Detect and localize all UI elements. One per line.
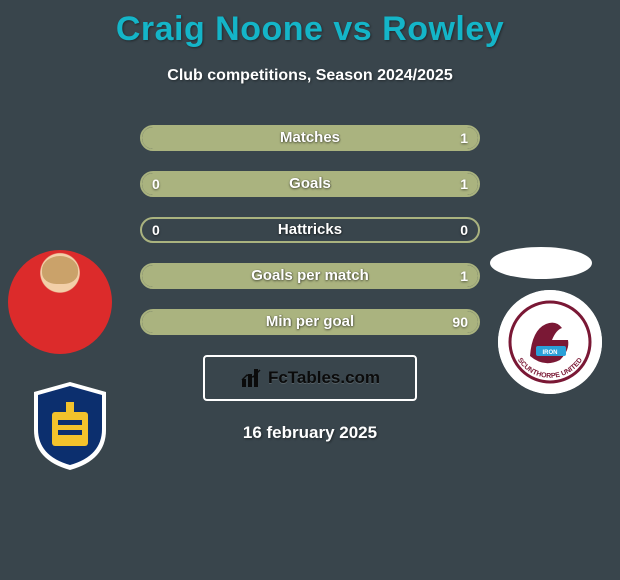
- stat-row: Goals0 1: [140, 171, 480, 197]
- player-right-avatar: [490, 247, 592, 279]
- player-right-club-crest: IRON SCUNTHORPE UNITED: [498, 290, 602, 394]
- subtitle: Club competitions, Season 2024/2025: [0, 67, 620, 85]
- stat-label: Hattricks: [142, 219, 478, 241]
- stat-value-right: 1: [460, 173, 468, 195]
- stat-row: Min per goal90: [140, 309, 480, 335]
- stat-value-right: 90: [452, 311, 468, 333]
- site-label: FcTables.com: [268, 368, 380, 388]
- svg-text:IRON: IRON: [543, 350, 558, 356]
- bars-icon: [240, 367, 262, 389]
- page-title: Craig Noone vs Rowley: [0, 0, 620, 49]
- stat-label: Goals per match: [142, 265, 478, 287]
- stat-row: Goals per match1: [140, 263, 480, 289]
- stat-label: Goals: [142, 173, 478, 195]
- player-left-club-crest: [30, 380, 110, 472]
- stat-bars: Matches1Goals01Hattricks00Goals per matc…: [140, 125, 480, 335]
- stat-row: Matches1: [140, 125, 480, 151]
- comparison-panel: IRON SCUNTHORPE UNITED Matches1Goals01Ha…: [0, 125, 620, 443]
- stat-value-right: 1: [460, 265, 468, 287]
- stat-row: Hattricks0 0: [140, 217, 480, 243]
- stat-value-right: 0: [460, 219, 468, 241]
- stat-value-left: 0: [152, 173, 160, 195]
- stat-value-right: 1: [460, 127, 468, 149]
- stat-label: Min per goal: [142, 311, 478, 333]
- player-left-avatar: [8, 250, 112, 354]
- stat-label: Matches: [142, 127, 478, 149]
- stat-value-left: 0: [152, 219, 160, 241]
- site-attribution: FcTables.com: [203, 355, 417, 401]
